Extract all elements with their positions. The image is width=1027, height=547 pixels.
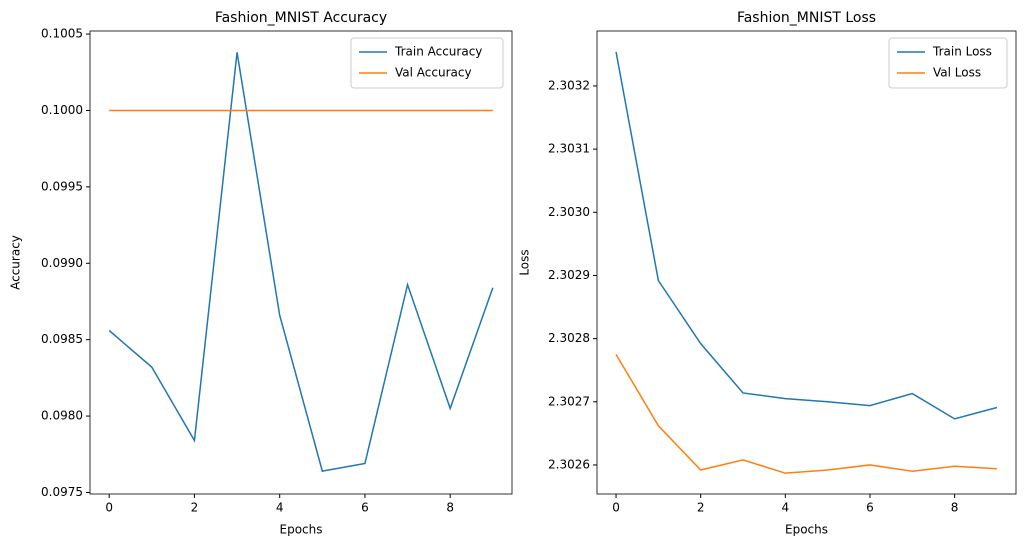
legend-label: Val Accuracy: [395, 66, 472, 80]
x-tick-label: 2: [697, 501, 705, 515]
y-tick-label: 2.3028: [548, 331, 590, 345]
y-tick-label: 2.3027: [548, 394, 590, 408]
y-tick-label: 2.3031: [548, 142, 590, 156]
legend-box: [888, 37, 1008, 89]
x-tick-label: 8: [951, 501, 959, 515]
x-axis-label: Epochs: [785, 523, 828, 537]
x-tick-label: 2: [191, 501, 199, 515]
y-axis-label: Accuracy: [9, 235, 23, 290]
y-tick-label: 2.3032: [548, 78, 590, 92]
legend-label: Val Loss: [933, 66, 981, 80]
y-tick-label: 2.3026: [548, 457, 590, 471]
legend-label: Train Loss: [932, 45, 992, 59]
y-tick-label: 0.1005: [41, 27, 83, 41]
x-tick-label: 6: [866, 501, 874, 515]
y-tick-label: 2.3030: [548, 205, 590, 219]
x-tick-label: 0: [612, 501, 620, 515]
x-tick-label: 0: [105, 501, 113, 515]
series-line: [615, 51, 998, 420]
y-tick-label: 0.0995: [41, 179, 83, 193]
y-tick-label: 0.1000: [41, 103, 83, 117]
series-line: [108, 52, 494, 472]
chart-title: Fashion_MNIST Accuracy: [215, 10, 387, 26]
y-axis-label: Loss: [518, 249, 532, 275]
series-line: [615, 354, 997, 474]
x-tick-label: 4: [276, 501, 284, 515]
y-tick-label: 0.0990: [41, 256, 83, 270]
axes-frame: [596, 30, 1017, 495]
y-tick-label: 0.0975: [41, 485, 83, 499]
x-axis-label: Epochs: [280, 523, 323, 537]
y-tick-label: 2.3029: [548, 268, 590, 282]
axes-frame: [89, 30, 513, 495]
legend-label: Train Accuracy: [394, 45, 482, 59]
x-tick-label: 6: [361, 501, 369, 515]
x-tick-label: 4: [782, 501, 790, 515]
legend-box: [350, 37, 504, 89]
y-tick-label: 0.0980: [41, 409, 83, 423]
chart-title: Fashion_MNIST Loss: [737, 10, 876, 26]
y-tick-label: 0.0985: [41, 332, 83, 346]
x-tick-label: 8: [446, 501, 454, 515]
